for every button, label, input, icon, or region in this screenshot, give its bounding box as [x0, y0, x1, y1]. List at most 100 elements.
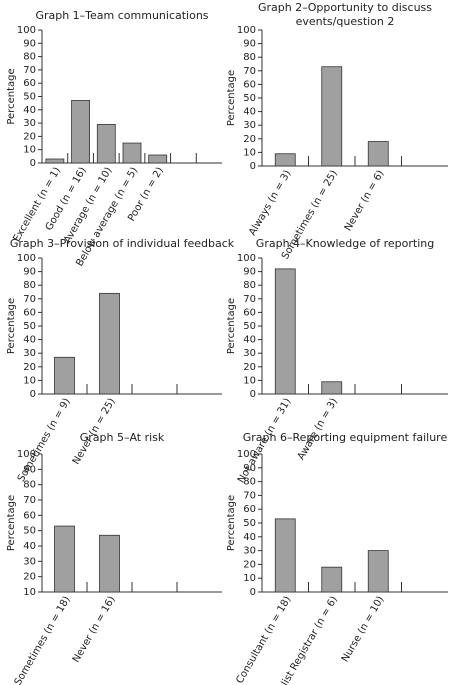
y-tick-label: 30: [23, 348, 36, 359]
y-tick-label: 90: [23, 38, 36, 49]
y-tick-label: 100: [237, 253, 256, 264]
y-tick-label: 70: [243, 294, 256, 305]
y-tick-label: 50: [23, 526, 36, 537]
y-tick-label: 80: [243, 280, 256, 291]
y-tick-label: 60: [23, 78, 36, 89]
y-tick-label: 10: [23, 145, 36, 156]
y-tick-label: 20: [23, 131, 36, 142]
y-tick-label: 60: [243, 79, 256, 90]
y-tick-label: 60: [243, 307, 256, 318]
y-tick-label: 10: [23, 375, 36, 386]
chart-title: Graph 3–Provision of individual feedback: [10, 237, 235, 250]
y-axis-label: Percentage: [6, 298, 17, 354]
y-tick-label: 90: [23, 464, 36, 475]
bar: [54, 525, 75, 593]
y-tick-label: 60: [23, 510, 36, 521]
y-tick-label: 20: [23, 362, 36, 373]
x-tick-label: Never (n = 6): [343, 168, 387, 233]
y-axis-label: Percentage: [226, 70, 237, 126]
y-tick-label: 80: [243, 477, 256, 488]
bar: [367, 550, 389, 593]
y-axis-label: Percentage: [6, 495, 17, 551]
y-tick-label: 30: [23, 556, 36, 567]
bar: [321, 66, 343, 167]
y-axis-label: Percentage: [226, 298, 237, 354]
x-tick-label: Always (n = 3): [247, 168, 293, 237]
y-tick-label: 40: [243, 335, 256, 346]
bar: [54, 356, 75, 395]
y-tick-label: 80: [23, 480, 36, 491]
y-tick-label: 40: [23, 335, 36, 346]
y-tick-label: 70: [23, 495, 36, 506]
y-tick-label: 100: [17, 253, 36, 264]
bar: [321, 566, 343, 593]
bar: [71, 100, 90, 164]
y-tick-label: 20: [243, 134, 256, 145]
x-tick-label: Sometimes (n = 18): [13, 594, 73, 685]
y-tick-label: 30: [243, 120, 256, 131]
y-axis-label: Percentage: [226, 495, 237, 551]
x-tick-label: Excellent (n = 1): [11, 165, 63, 243]
x-tick-label: Consultant (n = 18): [234, 594, 293, 685]
bar: [45, 158, 65, 164]
y-tick-label: 10: [243, 147, 256, 158]
y-tick-label: 0: [250, 587, 256, 598]
chart-title: Graph 4–Knowledge of reporting: [256, 237, 434, 250]
bar: [96, 124, 116, 164]
y-tick-label: 80: [243, 52, 256, 63]
y-tick-label: 20: [243, 559, 256, 570]
y-tick-label: 30: [243, 546, 256, 557]
y-tick-label: 10: [23, 587, 36, 598]
y-tick-label: 70: [243, 66, 256, 77]
chart-title: Graph 5–At risk: [80, 431, 165, 444]
y-tick-label: 60: [243, 504, 256, 515]
y-tick-label: 100: [237, 449, 256, 460]
y-tick-label: 0: [250, 161, 256, 172]
y-tick-label: 50: [23, 92, 36, 103]
y-tick-label: 50: [243, 518, 256, 529]
bar: [122, 142, 142, 164]
y-tick-label: 80: [23, 52, 36, 63]
y-tick-label: 10: [243, 375, 256, 386]
y-tick-label: 80: [23, 280, 36, 291]
y-tick-label: 90: [243, 463, 256, 474]
y-tick-label: 100: [17, 25, 36, 36]
bar: [274, 153, 296, 167]
bar: [148, 154, 168, 164]
y-tick-label: 40: [23, 541, 36, 552]
y-tick-label: 0: [30, 158, 36, 169]
y-tick-label: 70: [23, 294, 36, 305]
x-tick-label: Aware (n = 3): [296, 396, 340, 462]
y-tick-label: 0: [250, 389, 256, 400]
x-tick-label: Specialist Registrar (n = 6): [263, 594, 340, 685]
bar: [274, 518, 296, 593]
bar: [99, 534, 120, 593]
y-tick-label: 90: [23, 267, 36, 278]
y-tick-label: 90: [243, 39, 256, 50]
x-tick-label: Nurse (n = 10): [340, 594, 387, 664]
y-tick-label: 50: [23, 321, 36, 332]
y-tick-label: 20: [243, 362, 256, 373]
y-tick-label: 30: [23, 118, 36, 129]
y-tick-label: 100: [237, 25, 256, 36]
y-tick-label: 50: [243, 321, 256, 332]
y-tick-label: 40: [23, 105, 36, 116]
y-tick-label: 40: [243, 107, 256, 118]
bar: [274, 268, 296, 395]
bar: [99, 292, 120, 395]
y-tick-label: 30: [243, 348, 256, 359]
chart-title: Graph 2–Opportunity to discuss events/que…: [258, 1, 432, 28]
chart-title: Graph 1–Team communications: [35, 9, 208, 22]
y-axis-label: Percentage: [6, 68, 17, 124]
bar: [367, 141, 389, 167]
x-tick-label: Never (n = 16): [71, 594, 118, 664]
bar: [321, 381, 343, 395]
y-tick-label: 50: [243, 93, 256, 104]
y-tick-label: 0: [30, 389, 36, 400]
chart-title: Graph 6–Reporting equipment failure: [243, 431, 448, 444]
y-tick-label: 60: [23, 307, 36, 318]
y-tick-label: 40: [243, 532, 256, 543]
y-tick-label: 90: [243, 267, 256, 278]
